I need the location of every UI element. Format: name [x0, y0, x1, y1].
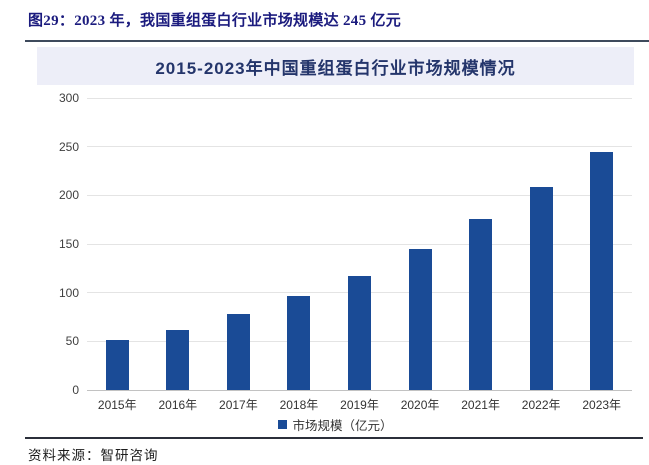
- bar-2023年: [590, 151, 614, 390]
- y-axis-tick-label: 50: [65, 334, 79, 349]
- bar-2021年: [469, 218, 493, 390]
- gridline: [87, 97, 632, 99]
- bar-2018年: [287, 295, 311, 390]
- legend-label: 市场规模（亿元）: [292, 419, 393, 433]
- bar-2015年: [105, 340, 129, 390]
- y-axis-tick-label: 200: [58, 188, 79, 203]
- y-axis-tick-label: 300: [58, 91, 79, 105]
- gridline: [87, 194, 632, 196]
- gridline: [87, 389, 632, 391]
- legend: 市场规模（亿元）: [37, 415, 634, 434]
- x-axis-tick-label: 2023年: [582, 398, 622, 412]
- footer-divider: [25, 437, 643, 439]
- source-note: 资料来源：智研咨询: [28, 448, 159, 463]
- x-axis-tick-label: 2020年: [400, 398, 440, 412]
- bar-2020年: [408, 248, 432, 390]
- x-axis-tick-label: 2016年: [158, 398, 198, 412]
- bar-2017年: [226, 314, 250, 390]
- x-axis-tick-label: 2019年: [340, 398, 379, 412]
- bar-2019年: [348, 276, 371, 390]
- x-axis-tick-label: 2022年: [521, 398, 561, 412]
- y-axis-tick-label: 250: [58, 139, 79, 154]
- x-axis-tick-label: 2018年: [279, 398, 319, 412]
- y-axis-tick-label: 100: [58, 285, 79, 300]
- header-divider: [25, 40, 649, 42]
- x-axis-tick-label: 2015年: [97, 398, 137, 412]
- figure-caption: 图29：2023 年，我国重组蛋白行业市场规模达 245 亿元: [28, 13, 402, 29]
- bar-2016年: [166, 329, 190, 390]
- gridline: [87, 243, 632, 245]
- gridline: [87, 146, 632, 148]
- bar-2022年: [529, 186, 553, 390]
- y-axis-tick-label: 150: [58, 237, 79, 251]
- y-axis-tick-label: 0: [72, 383, 79, 397]
- legend-swatch-icon: [278, 420, 288, 429]
- x-axis-tick-label: 2021年: [461, 398, 500, 412]
- plot-area: 0 50 100 150 200 250 300: [59, 91, 632, 397]
- x-axis-tick-label: 2017年: [219, 398, 258, 412]
- chart-title: 2015-2023年中国重组蛋白行业市场规模情况: [37, 47, 634, 85]
- chart-card: 2015-2023年中国重组蛋白行业市场规模情况 0 50 100 150 200 250…: [37, 47, 634, 434]
